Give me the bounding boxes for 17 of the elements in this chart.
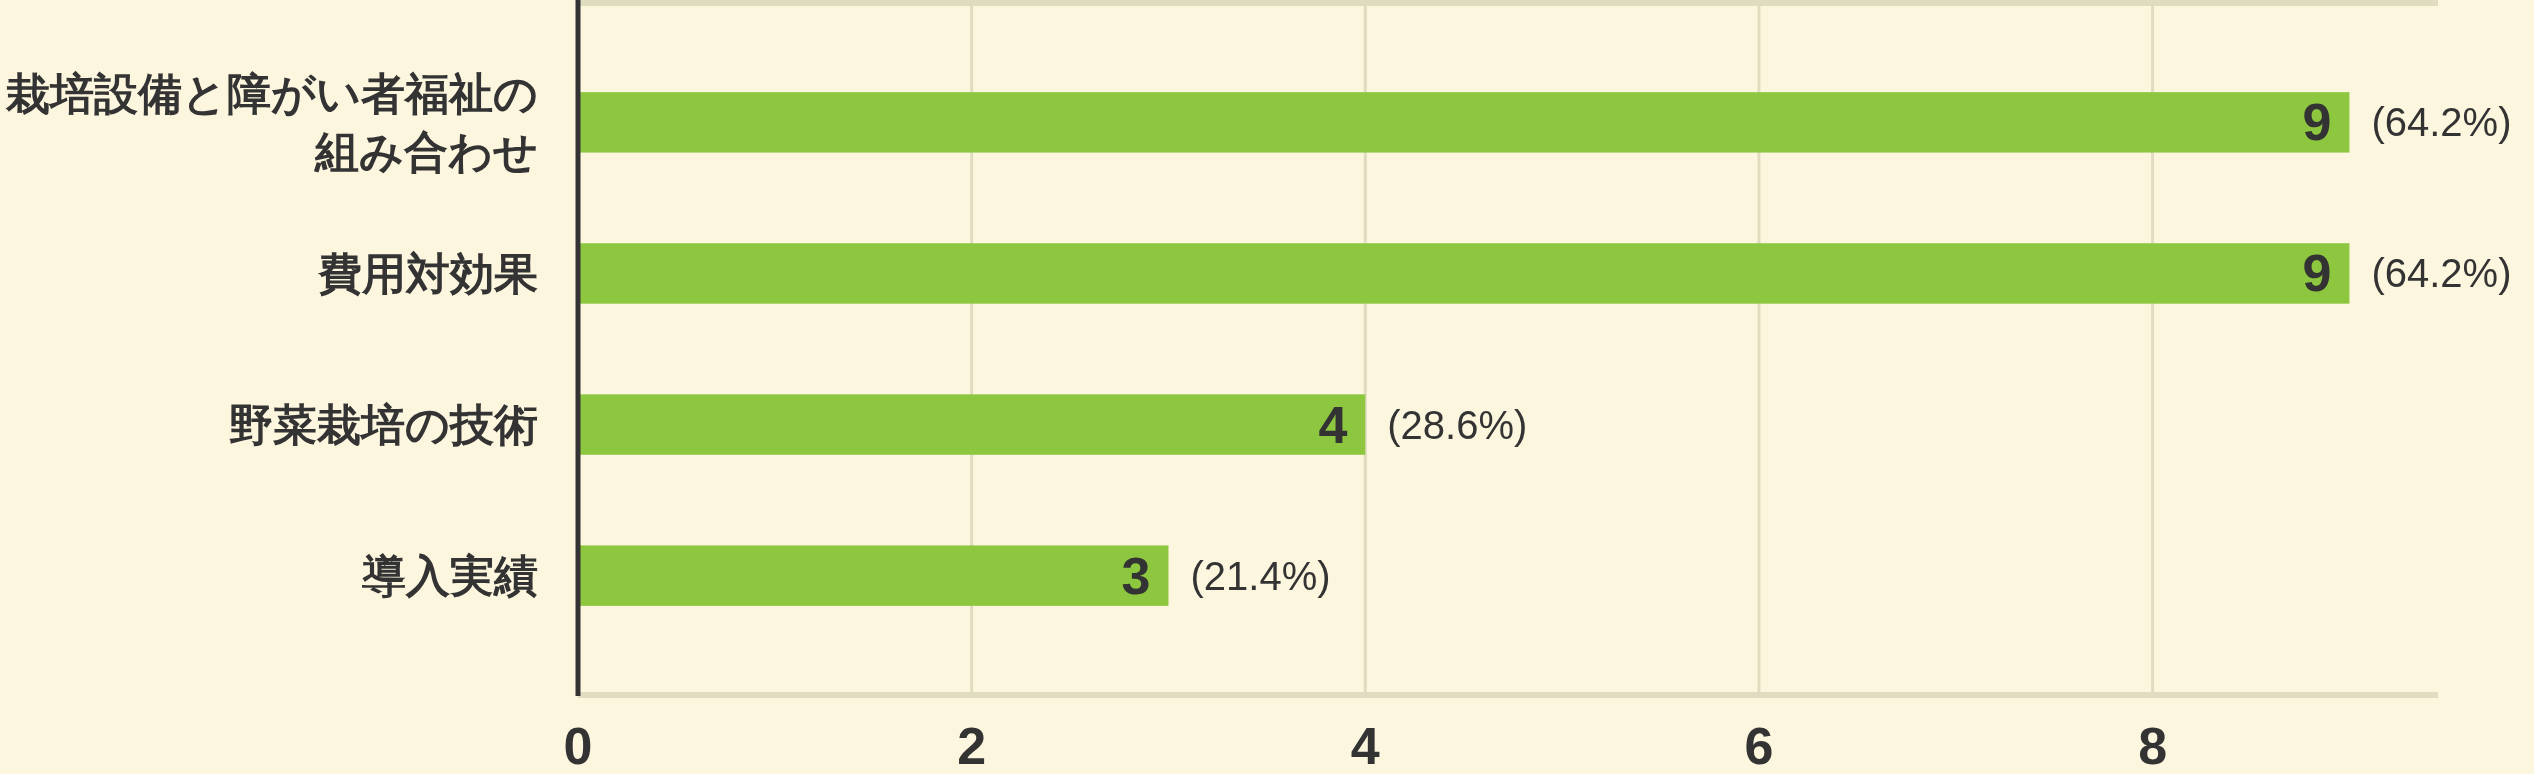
- category-label: 野菜栽培の技術: [229, 400, 538, 450]
- tick-label: 2: [957, 717, 987, 774]
- data-label: 3: [1121, 546, 1151, 605]
- category-label: 導入実績: [362, 551, 538, 601]
- annotation: (64.2%): [2371, 251, 2512, 296]
- category-label: 栽培設備と障がい者福祉の組み合わせ: [6, 68, 538, 176]
- tick-label: 6: [1744, 717, 1774, 774]
- data-label: 4: [1318, 395, 1348, 454]
- category-label: 費用対効果: [318, 248, 538, 298]
- tick-label: 8: [2138, 717, 2168, 774]
- annotation: (28.6%): [1387, 402, 1528, 447]
- data-label: 9: [2302, 244, 2332, 303]
- annotation: (21.4%): [1190, 553, 1331, 598]
- tick-label: 4: [1350, 717, 1380, 774]
- annotation: (64.2%): [2371, 100, 2512, 145]
- data-label: 9: [2302, 93, 2332, 152]
- tick-label: 0: [563, 717, 593, 774]
